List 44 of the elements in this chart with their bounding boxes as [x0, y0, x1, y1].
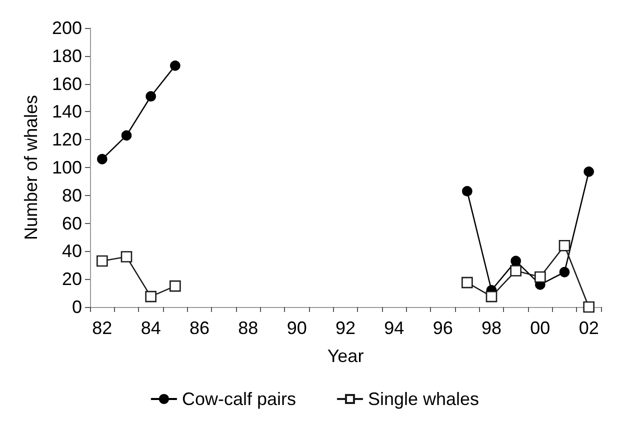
point — [170, 60, 180, 71]
point — [510, 256, 521, 266]
y-tick-label: 180 — [52, 46, 82, 66]
y-tick-label: 60 — [62, 213, 82, 234]
legend-label: Single whales — [368, 389, 480, 409]
y-tick-label: 20 — [62, 269, 82, 290]
y-tick-label: 40 — [62, 241, 82, 262]
point — [120, 251, 132, 262]
y-axis-title: Number of whales — [21, 94, 41, 240]
x-tick-label: 82 — [92, 318, 112, 338]
x-tick-label: 94 — [384, 318, 404, 338]
y-tick-label: 160 — [52, 74, 82, 94]
point — [583, 301, 594, 313]
x-tick-label: 96 — [432, 318, 453, 338]
y-tick-label: 0 — [72, 297, 82, 317]
x-tick-label: 00 — [530, 318, 550, 338]
y-tick-label: 80 — [62, 185, 82, 206]
point — [121, 130, 132, 141]
point — [97, 154, 108, 164]
x-tick-label: 98 — [481, 318, 502, 338]
y-tick-label: 100 — [52, 158, 82, 178]
point — [170, 280, 181, 292]
y-tick-label: 140 — [52, 102, 82, 122]
x-tick-label: 88 — [238, 318, 258, 338]
x-tick-label: 90 — [286, 318, 307, 338]
point — [145, 290, 156, 302]
x-tick-label: 84 — [140, 318, 161, 338]
point — [462, 186, 472, 196]
point — [510, 265, 522, 276]
legend-label: Cow-calf pairs — [182, 389, 296, 409]
point — [584, 166, 594, 177]
point — [559, 266, 570, 278]
point — [558, 240, 570, 252]
x-tick-label: 02 — [578, 318, 599, 338]
y-tick-label: 200 — [52, 18, 82, 38]
point — [146, 91, 156, 102]
x-tick-label: 86 — [189, 318, 210, 338]
point — [462, 276, 473, 288]
y-tick-label: 120 — [52, 130, 82, 150]
x-axis-title: Year — [327, 346, 364, 366]
point — [534, 271, 546, 283]
x-tick-label: 92 — [335, 318, 356, 338]
point — [96, 255, 108, 267]
point — [486, 290, 498, 302]
